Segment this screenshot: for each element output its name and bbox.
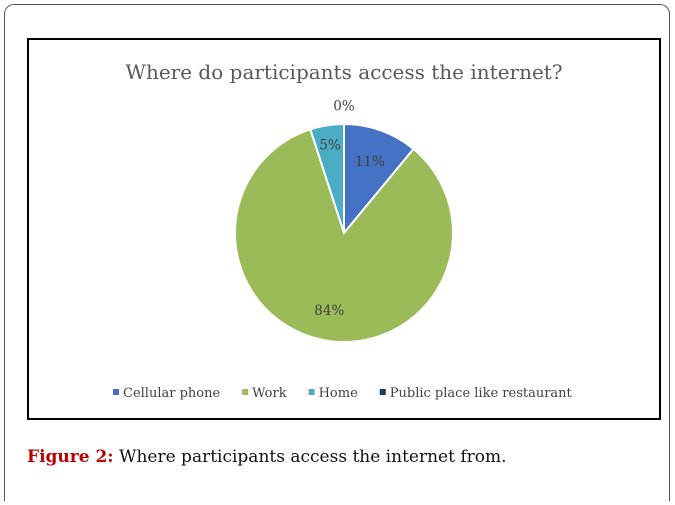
pie-slices — [234, 122, 454, 343]
pie-labels: 11% 84% 5% 0% — [314, 98, 385, 319]
pie-slice-home — [309, 122, 345, 234]
chart-legend: Cellular phone Work Home Public place like … — [113, 386, 573, 401]
legend-label-public-place-like-restaurant: Public place like restaurant — [390, 386, 573, 401]
legend-swatch-home — [308, 389, 315, 395]
chart-area: Where do participants access the interne… — [27, 38, 661, 420]
data-label-home: 5% — [319, 138, 341, 154]
pie-chart: Where do participants access the interne… — [113, 60, 573, 401]
legend-label-cellular-phone: Cellular phone — [123, 386, 220, 401]
legend-label-work: Work — [252, 386, 287, 401]
pie-slice-cellular-phone — [343, 122, 415, 236]
caption-text: Where participants access the internet f… — [113, 447, 507, 467]
data-label-work: 84% — [314, 303, 344, 319]
chart-title: Where do participants access the interne… — [125, 60, 562, 84]
pie-slice-work — [234, 128, 454, 343]
legend-swatch-work — [242, 389, 249, 395]
figure-frame — [4, 4, 670, 501]
data-label-cellular-phone: 11% — [355, 154, 385, 170]
legend-swatch-public-place-like-restaurant — [379, 389, 386, 395]
figure-caption: Figure 2: Where participants access the … — [27, 447, 507, 467]
caption-label: Figure 2: — [27, 447, 114, 467]
data-label-public-place-like-restaurant: 0% — [333, 98, 355, 114]
legend-swatch-cellular-phone — [113, 389, 119, 395]
legend-label-home: Home — [319, 386, 358, 401]
